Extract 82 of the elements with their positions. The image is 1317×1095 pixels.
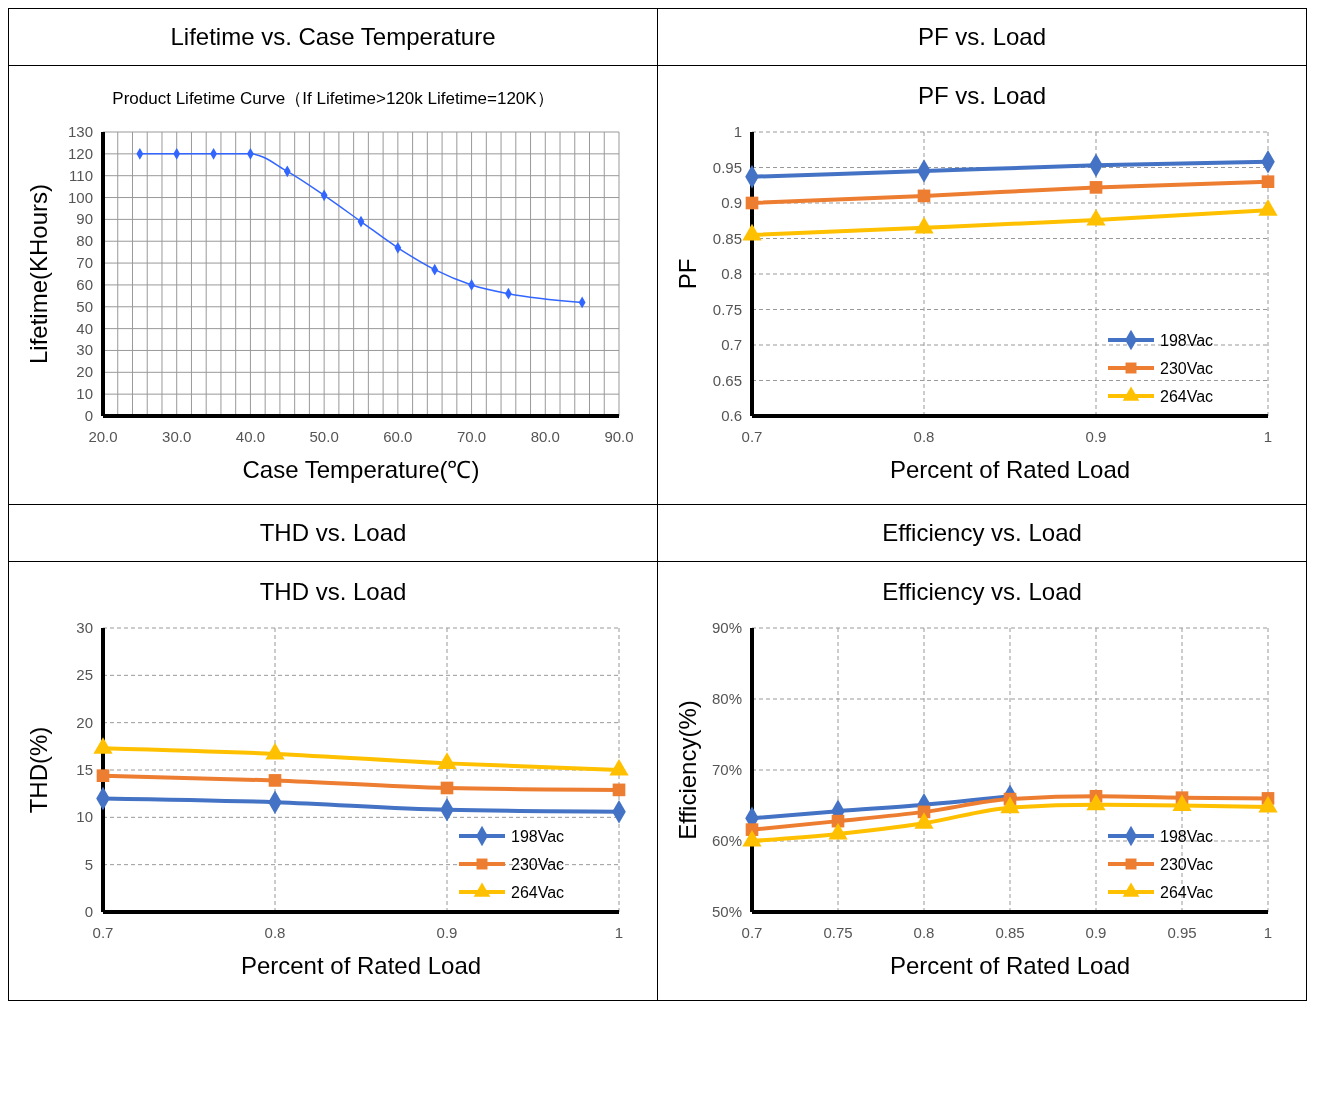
x-tick-label: 0.9 bbox=[1085, 428, 1107, 445]
x-axis-title: Percent of Rated Load bbox=[889, 952, 1131, 979]
y-tick-label: 0.95 bbox=[712, 158, 742, 176]
y-tick-label: 80 bbox=[76, 232, 93, 250]
y-tick-label: 50 bbox=[76, 297, 93, 315]
x-axis-title: Percent of Rated Load bbox=[889, 456, 1131, 483]
y-tick-label: 90 bbox=[76, 210, 93, 228]
chart-title: THD vs. Load bbox=[9, 505, 657, 562]
y-tick-label: 5 bbox=[84, 855, 93, 873]
x-tick-label: 0.7 bbox=[741, 924, 763, 941]
legend-label: 230Vac bbox=[1160, 360, 1214, 377]
y-tick-label: 60 bbox=[76, 275, 93, 293]
y-tick-label: 20 bbox=[76, 713, 93, 731]
y-tick-label: 50% bbox=[711, 903, 742, 920]
y-tick-label: 0.6 bbox=[721, 407, 742, 424]
x-tick-label: 1 bbox=[1263, 428, 1273, 445]
x-tick-label: 90.0 bbox=[604, 428, 634, 445]
legend-label: 264Vac bbox=[1160, 388, 1214, 405]
x-tick-label: 1 bbox=[614, 924, 624, 941]
x-tick-label: 0.8 bbox=[913, 428, 935, 445]
y-axis-title: Efficiency(%) bbox=[674, 700, 701, 840]
y-tick-label: 0 bbox=[84, 903, 93, 920]
y-tick-label: 70 bbox=[76, 254, 93, 272]
chart-title: Efficiency vs. Load bbox=[658, 505, 1306, 562]
x-tick-label: 40.0 bbox=[235, 428, 266, 445]
y-tick-label: 0.7 bbox=[721, 336, 742, 353]
y-tick-label: 0 bbox=[84, 407, 93, 424]
y-tick-label: 40 bbox=[76, 319, 93, 337]
y-tick-label: 10 bbox=[76, 808, 93, 826]
y-tick-label: 120 bbox=[67, 144, 93, 162]
y-tick-label: 10 bbox=[76, 385, 93, 403]
y-tick-label: 0.9 bbox=[721, 194, 742, 211]
x-tick-label: 0.85 bbox=[995, 924, 1025, 941]
y-tick-label: 90% bbox=[711, 619, 742, 636]
x-tick-label: 20.0 bbox=[88, 428, 118, 445]
chart-title: PF vs. Load bbox=[658, 9, 1306, 66]
y-tick-label: 30 bbox=[76, 341, 93, 359]
x-axis-title: Case Temperature(℃) bbox=[242, 456, 480, 483]
x-tick-label: 1 bbox=[1263, 924, 1273, 941]
x-tick-label: 60.0 bbox=[383, 428, 413, 445]
legend-label: 264Vac bbox=[1160, 884, 1214, 901]
y-tick-label: 30 bbox=[76, 619, 93, 636]
y-axis-title: THD(%) bbox=[25, 726, 52, 814]
x-tick-label: 0.9 bbox=[436, 924, 458, 941]
legend-label: 198Vac bbox=[511, 828, 565, 845]
chart-subtitle: Product Lifetime Curve（If Lifetime>120k Lifetime=120K） bbox=[112, 89, 554, 108]
y-tick-label: 70% bbox=[711, 761, 742, 778]
x-tick-label: 0.8 bbox=[913, 924, 935, 941]
x-tick-label: 30.0 bbox=[162, 428, 192, 445]
y-tick-label: 15 bbox=[76, 761, 93, 778]
x-tick-label: 0.75 bbox=[823, 924, 853, 941]
x-tick-label: 0.9 bbox=[1085, 924, 1107, 941]
x-tick-label: 0.7 bbox=[741, 428, 763, 445]
chart-subtitle: THD vs. Load bbox=[259, 578, 407, 605]
y-axis-title: PF bbox=[674, 258, 701, 290]
y-tick-label: 60% bbox=[711, 832, 742, 849]
x-tick-label: 0.95 bbox=[1167, 924, 1197, 941]
y-tick-label: 100 bbox=[67, 188, 93, 206]
y-tick-label: 0.85 bbox=[712, 229, 742, 247]
legend-label: 198Vac bbox=[1160, 828, 1214, 845]
y-tick-label: 1 bbox=[733, 123, 742, 140]
y-tick-label: 25 bbox=[76, 666, 93, 684]
chart-subtitle: Efficiency vs. Load bbox=[882, 578, 1082, 605]
chart-subtitle: PF vs. Load bbox=[917, 82, 1047, 109]
x-tick-label: 80.0 bbox=[530, 428, 560, 445]
legend-label: 264Vac bbox=[511, 884, 565, 901]
y-tick-label: 0.75 bbox=[712, 300, 742, 318]
x-tick-label: 50.0 bbox=[309, 428, 339, 445]
x-tick-label: 70.0 bbox=[456, 428, 487, 445]
x-tick-label: 0.8 bbox=[264, 924, 286, 941]
y-tick-label: 110 bbox=[69, 166, 93, 184]
y-tick-label: 0.65 bbox=[712, 371, 742, 389]
y-tick-label: 0.8 bbox=[721, 265, 742, 282]
chart-title: Lifetime vs. Case Temperature bbox=[9, 9, 657, 66]
y-axis-title: Lifetime(KHours) bbox=[25, 183, 52, 365]
legend-label: 230Vac bbox=[1160, 856, 1214, 873]
y-tick-label: 80% bbox=[711, 690, 742, 707]
legend-label: 230Vac bbox=[511, 856, 565, 873]
y-tick-label: 20 bbox=[76, 363, 93, 381]
legend-label: 198Vac bbox=[1160, 332, 1214, 349]
x-axis-title: Percent of Rated Load bbox=[240, 952, 482, 979]
y-tick-label: 130 bbox=[67, 123, 93, 140]
